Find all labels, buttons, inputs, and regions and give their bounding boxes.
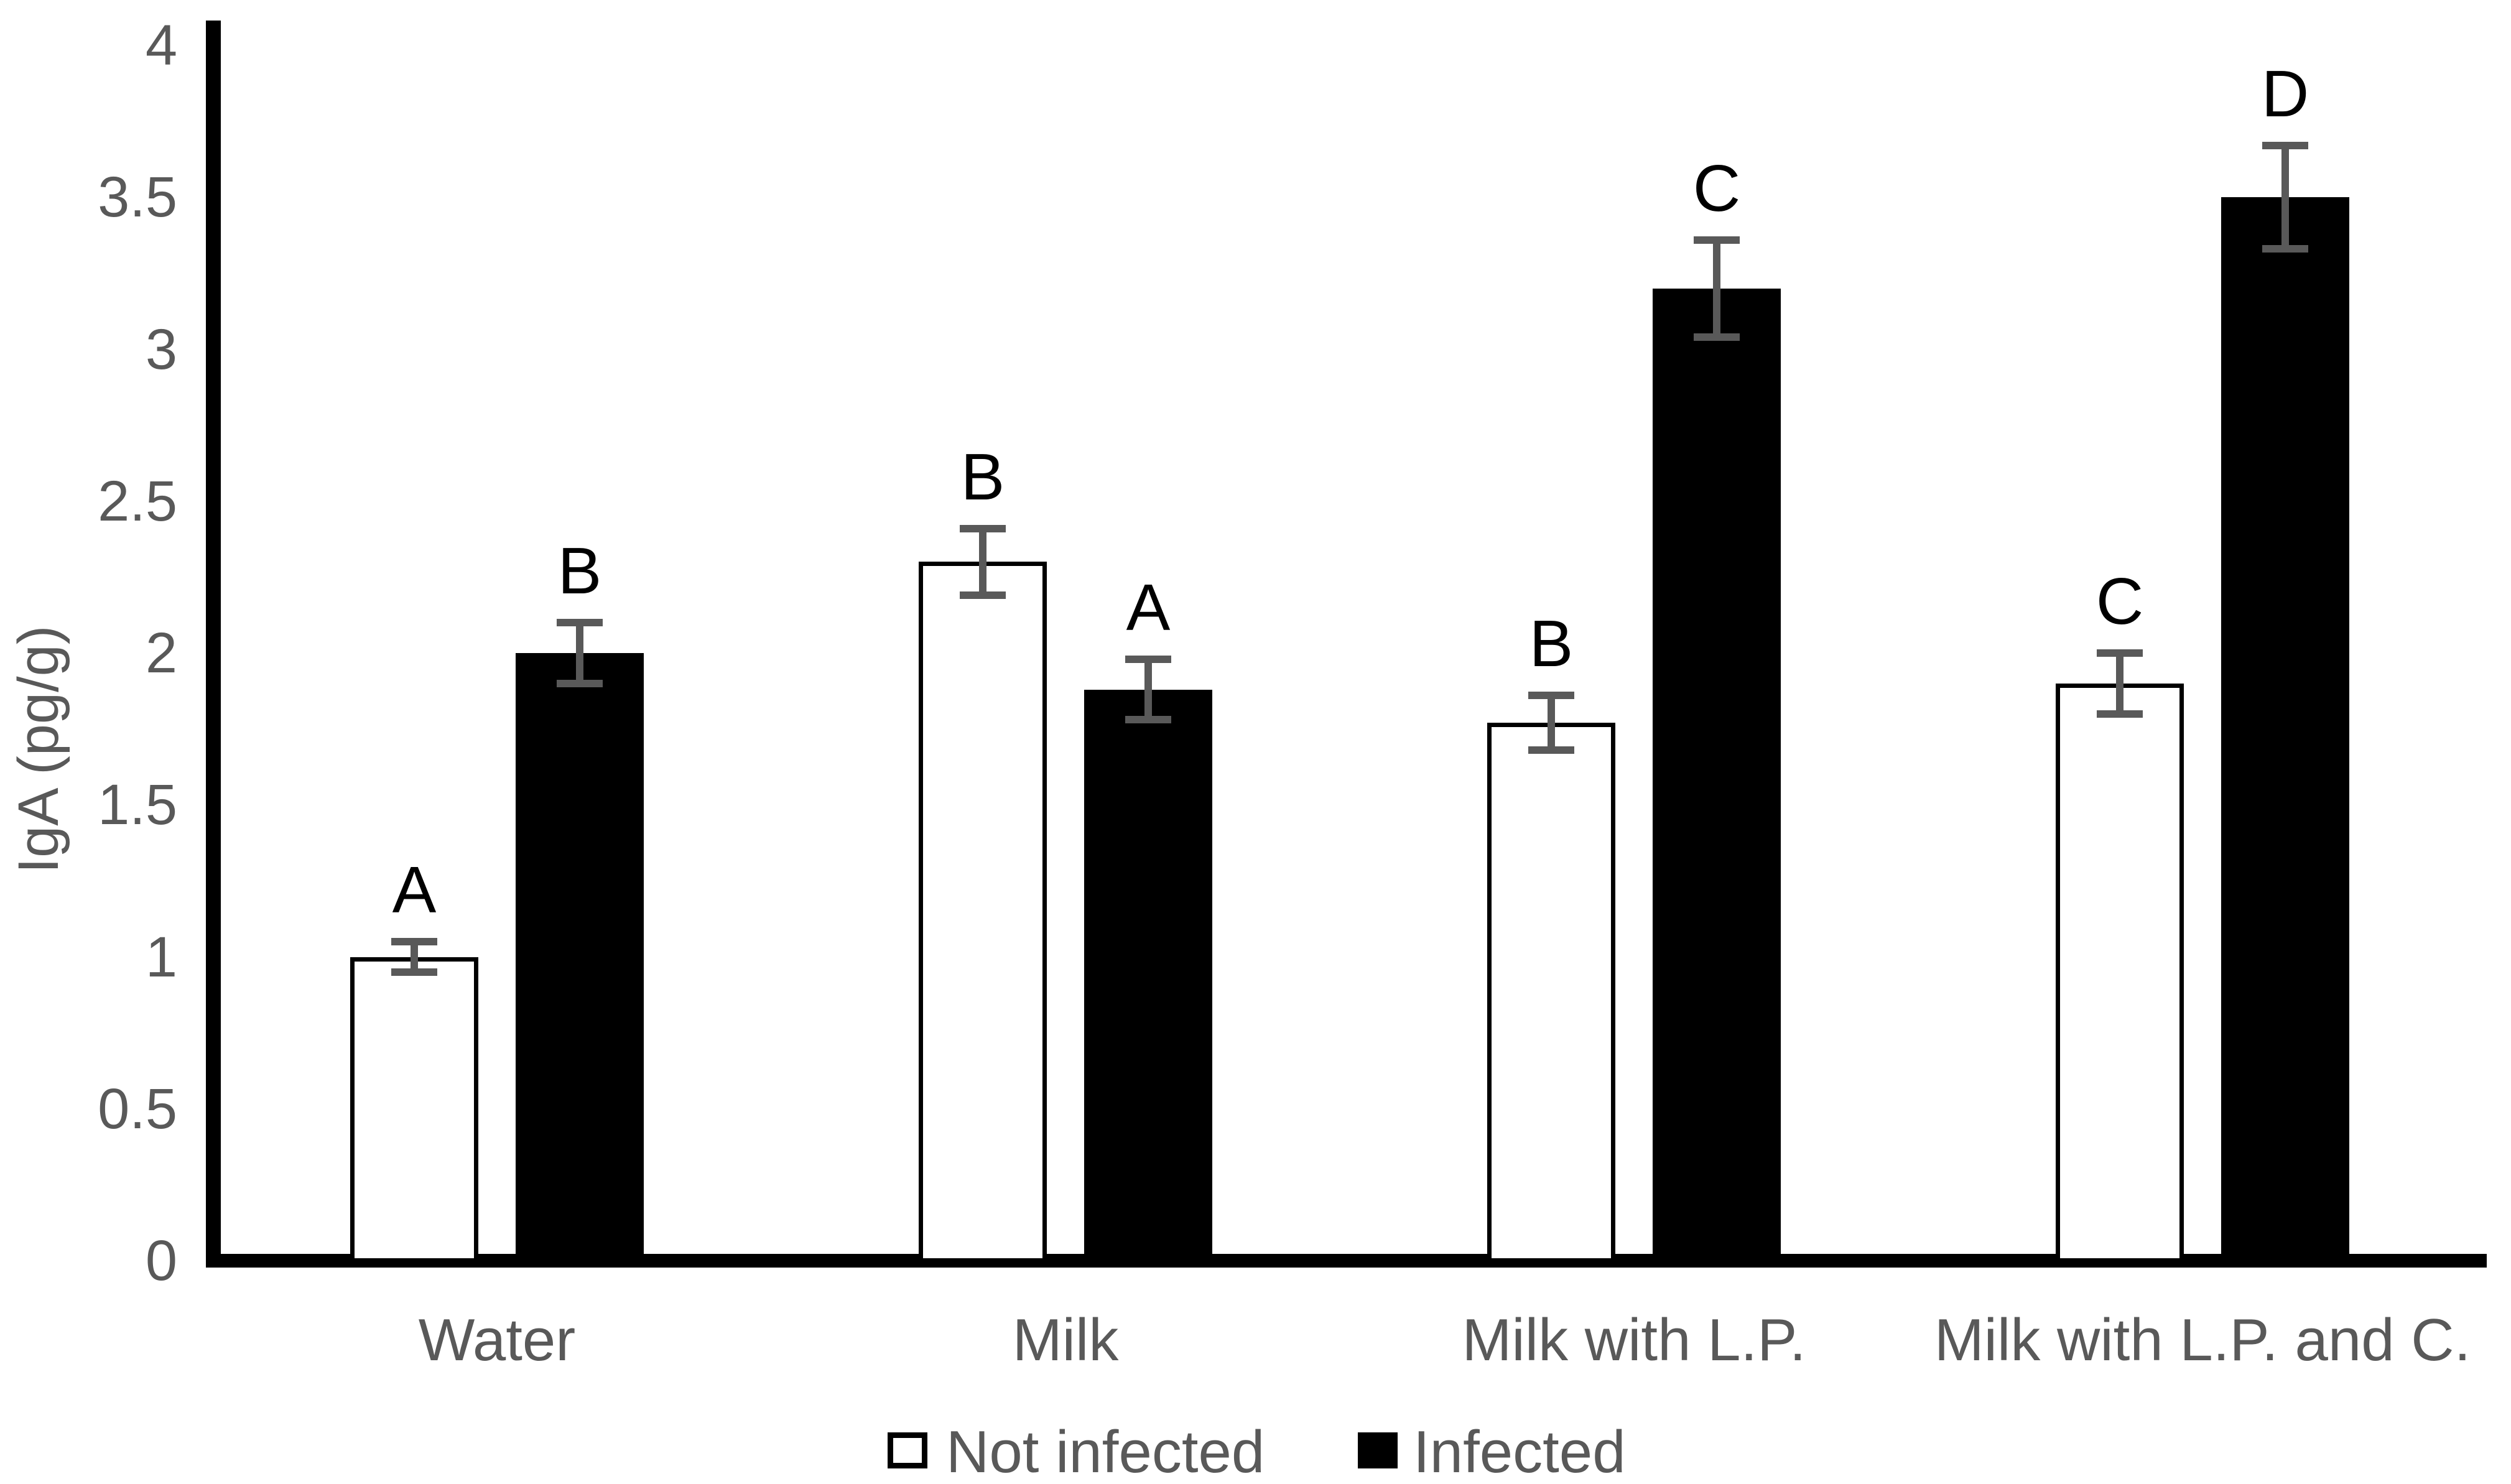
significance-letter-infected-milk: A <box>1126 570 1171 644</box>
significance-letter-not-infected-water: A <box>392 853 437 927</box>
error-bar-cap-top-not-infected-milk <box>960 524 1006 532</box>
y-tick-label-0: 0 <box>145 1229 177 1292</box>
error-bar-stem-not-infected-milk-with-l-p-and-c <box>2116 653 2123 714</box>
error-bar-cap-top-not-infected-water <box>391 938 437 946</box>
error-bar-cap-top-not-infected-milk-with-l-p <box>1528 692 1574 700</box>
y-tick-label-0.5: 0.5 <box>98 1077 177 1141</box>
significance-letter-infected-milk-with-l-p: C <box>1692 151 1741 225</box>
error-bar-stem-not-infected-water <box>411 942 418 972</box>
error-bar-stem-infected-water <box>576 623 583 684</box>
significance-letter-not-infected-milk-with-l-p-and-c: C <box>2096 565 2144 638</box>
error-bar-cap-bottom-infected-water <box>557 679 603 687</box>
error-bar-cap-top-infected-milk-with-l-p-and-c <box>2262 142 2308 150</box>
error-bar-cap-bottom-infected-milk-with-l-p-and-c <box>2262 245 2308 253</box>
y-tick-label-1: 1 <box>145 925 177 989</box>
legend-swatch-not-infected <box>888 1432 927 1468</box>
y-tick-label-1.5: 1.5 <box>98 773 177 837</box>
error-bar-cap-bottom-not-infected-water <box>391 968 437 976</box>
y-tick-label-4: 4 <box>145 14 177 77</box>
bar-not-infected-milk-with-l-p-and-c <box>2056 683 2184 1263</box>
significance-letter-not-infected-milk-with-l-p: B <box>1529 607 1574 681</box>
error-bar-cap-bottom-not-infected-milk-with-l-p <box>1528 746 1574 754</box>
bar-infected-water <box>516 653 644 1263</box>
bar-infected-milk-with-l-p-and-c <box>2221 197 2349 1263</box>
bar-not-infected-milk-with-l-p <box>1487 723 1615 1263</box>
y-tick-label-2.5: 2.5 <box>98 469 177 533</box>
y-tick-label-2: 2 <box>145 621 177 685</box>
error-bar-cap-top-infected-milk-with-l-p <box>1694 236 1740 244</box>
bar-infected-milk-with-l-p <box>1653 288 1781 1263</box>
legend-label-infected: Infected <box>1413 1419 1626 1484</box>
significance-letter-not-infected-milk: B <box>960 440 1005 514</box>
bar-not-infected-water <box>350 957 478 1263</box>
error-bar-cap-top-infected-milk <box>1125 655 1171 663</box>
error-bar-cap-top-infected-water <box>557 619 603 627</box>
x-category-label-milk-with-l-p-and-c: Milk with L.P. and C. <box>1934 1307 2471 1373</box>
error-bar-cap-bottom-infected-milk <box>1125 716 1171 724</box>
legend-swatch-infected <box>1358 1432 1398 1468</box>
error-bar-cap-bottom-infected-milk-with-l-p <box>1694 333 1740 341</box>
error-bar-stem-infected-milk <box>1144 659 1152 720</box>
error-bar-stem-not-infected-milk <box>979 528 986 596</box>
error-bar-cap-bottom-not-infected-milk <box>960 591 1006 600</box>
error-bar-stem-not-infected-milk-with-l-p <box>1548 695 1555 751</box>
error-bar-cap-top-not-infected-milk-with-l-p-and-c <box>2097 649 2143 657</box>
x-category-label-water: Water <box>418 1307 576 1373</box>
bar-infected-milk <box>1084 689 1212 1263</box>
legend-label-not-infected: Not infected <box>946 1419 1265 1484</box>
x-category-label-milk-with-l-p: Milk with L.P. <box>1462 1307 1806 1373</box>
y-axis-line <box>206 21 221 1268</box>
x-axis-line <box>206 1254 2487 1268</box>
y-tick-label-3.5: 3.5 <box>98 165 177 230</box>
significance-letter-infected-water: B <box>557 534 602 608</box>
significance-letter-infected-milk-with-l-p-and-c: D <box>2261 57 2309 131</box>
error-bar-stem-infected-milk-with-l-p-and-c <box>2281 146 2289 249</box>
error-bar-stem-infected-milk-with-l-p <box>1713 239 1720 337</box>
y-tick-label-3: 3 <box>145 317 177 381</box>
x-category-label-milk: Milk <box>1012 1307 1119 1373</box>
bar-not-infected-milk <box>919 562 1047 1263</box>
error-bar-cap-bottom-not-infected-milk-with-l-p-and-c <box>2097 710 2143 718</box>
